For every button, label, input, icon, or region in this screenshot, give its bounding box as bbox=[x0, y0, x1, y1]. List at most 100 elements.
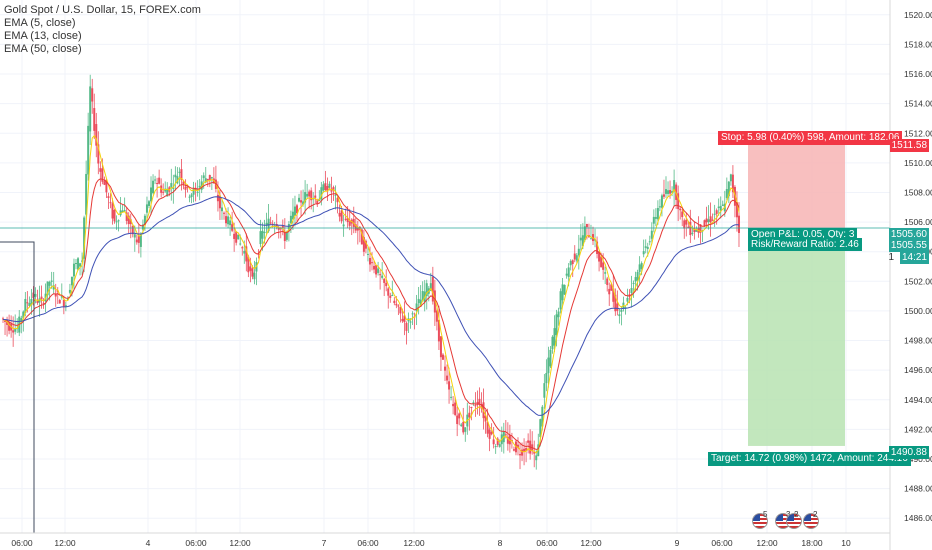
candle-body bbox=[184, 186, 187, 190]
candle-body bbox=[295, 205, 298, 214]
candle-body bbox=[287, 223, 290, 230]
candle-body bbox=[34, 293, 37, 297]
candle-body bbox=[77, 258, 80, 270]
candle-body bbox=[373, 265, 376, 270]
stop-zone bbox=[748, 139, 845, 229]
price-axis: 1520.00 1518.00 1516.00 1514.00 1512.00 1510.… bbox=[889, 0, 932, 550]
risk-reward-label[interactable]: Risk/Reward Ratio: 2.46 bbox=[748, 238, 862, 251]
candle-body bbox=[575, 255, 578, 261]
candle-body bbox=[360, 229, 363, 245]
candle-body bbox=[630, 288, 633, 294]
target-price-label: 1490.88 bbox=[888, 446, 929, 459]
candle-body bbox=[235, 231, 238, 243]
candle-body bbox=[397, 305, 400, 307]
candle-body bbox=[263, 231, 266, 233]
time-tick-label: 12:00 bbox=[403, 538, 425, 548]
price-tick-label: 1506.00 bbox=[904, 217, 932, 227]
candle-body bbox=[569, 260, 572, 266]
stop-label[interactable]: Stop: 5.98 (0.40%) 598, Amount: 182.06 bbox=[718, 131, 903, 145]
candle-body bbox=[602, 262, 605, 270]
candle-body bbox=[478, 398, 481, 405]
candle-body bbox=[251, 268, 254, 277]
candle-body bbox=[496, 438, 499, 445]
candle-body bbox=[646, 246, 649, 249]
candle-body bbox=[366, 253, 369, 255]
candle-body bbox=[375, 265, 378, 275]
candle-body bbox=[462, 421, 465, 433]
candle-body bbox=[42, 302, 45, 304]
candle-body bbox=[681, 211, 684, 218]
candle-body bbox=[421, 291, 424, 301]
candle-body bbox=[559, 291, 562, 310]
candle-body bbox=[281, 225, 284, 228]
candle-body bbox=[474, 405, 477, 407]
candle-body bbox=[563, 284, 566, 295]
candle-body bbox=[650, 230, 653, 239]
symbol-title[interactable]: Gold Spot / U.S. Dollar, 15, FOREX.com bbox=[4, 4, 201, 16]
candle-body bbox=[336, 197, 339, 203]
price-tick-label: 1500.00 bbox=[904, 306, 932, 316]
candle-body bbox=[618, 314, 621, 317]
candle-body bbox=[50, 280, 53, 282]
us-flag-icon[interactable] bbox=[803, 513, 819, 529]
candle-body bbox=[441, 354, 444, 360]
candle-body bbox=[133, 234, 136, 238]
target-label[interactable]: Target: 14.72 (0.98%) 1472, Amount: 244.… bbox=[708, 452, 911, 466]
candle-body bbox=[127, 215, 130, 225]
us-flag-icon[interactable] bbox=[786, 513, 802, 529]
candle-body bbox=[231, 224, 234, 231]
candle-body bbox=[448, 381, 451, 390]
candle-body bbox=[141, 224, 144, 230]
candle-body bbox=[624, 307, 627, 309]
candle-body bbox=[464, 427, 467, 432]
candle-body bbox=[484, 415, 487, 422]
candle-body bbox=[383, 278, 386, 283]
candle-body bbox=[419, 299, 422, 307]
candle-body bbox=[93, 108, 96, 131]
candle-body bbox=[342, 224, 345, 227]
candle-body bbox=[131, 225, 134, 235]
ema-13-legend[interactable]: EMA (13, close) bbox=[4, 30, 82, 42]
candle-body bbox=[348, 221, 351, 226]
candle-body bbox=[596, 241, 599, 254]
candle-body bbox=[677, 193, 680, 210]
candle-body bbox=[429, 283, 432, 291]
candle-body bbox=[715, 210, 718, 214]
candle-body bbox=[506, 436, 509, 444]
ema-50-legend[interactable]: EMA (50, close) bbox=[4, 43, 82, 55]
time-tick-label: 7 bbox=[322, 538, 327, 548]
candle-body bbox=[377, 268, 380, 273]
candle-body bbox=[113, 210, 116, 222]
candle-body bbox=[592, 234, 595, 242]
time-tick-label: 12:00 bbox=[756, 538, 778, 548]
candle-body bbox=[379, 274, 382, 276]
candle-body bbox=[411, 313, 414, 315]
candle-body bbox=[156, 182, 159, 184]
candle-body bbox=[306, 193, 309, 197]
candle-body bbox=[687, 226, 690, 229]
last-price-label: 1505.60 bbox=[888, 228, 929, 241]
ema-50-line bbox=[3, 196, 740, 416]
candle-body bbox=[735, 202, 738, 218]
candle-body bbox=[162, 191, 165, 193]
candle-body bbox=[46, 281, 49, 296]
candle-body bbox=[58, 300, 61, 304]
candle-body bbox=[206, 178, 209, 181]
candle-body bbox=[480, 404, 483, 409]
candle-body bbox=[662, 194, 665, 197]
candle-body bbox=[600, 256, 603, 268]
candle-body bbox=[470, 407, 473, 409]
candle-body bbox=[516, 444, 519, 448]
candle-body bbox=[545, 372, 548, 384]
us-flag-icon[interactable] bbox=[752, 513, 768, 529]
candle-body bbox=[291, 211, 294, 220]
price-tick-label: 1508.00 bbox=[904, 187, 932, 197]
ema-5-legend[interactable]: EMA (5, close) bbox=[4, 17, 76, 29]
candle-body bbox=[553, 328, 556, 346]
candle-body bbox=[107, 196, 110, 199]
candle-body bbox=[75, 263, 78, 265]
candle-body bbox=[460, 424, 463, 427]
open-pl-label[interactable]: Open P&L: 0.05, Qty: 3 bbox=[748, 228, 858, 241]
candle-body bbox=[277, 227, 280, 230]
